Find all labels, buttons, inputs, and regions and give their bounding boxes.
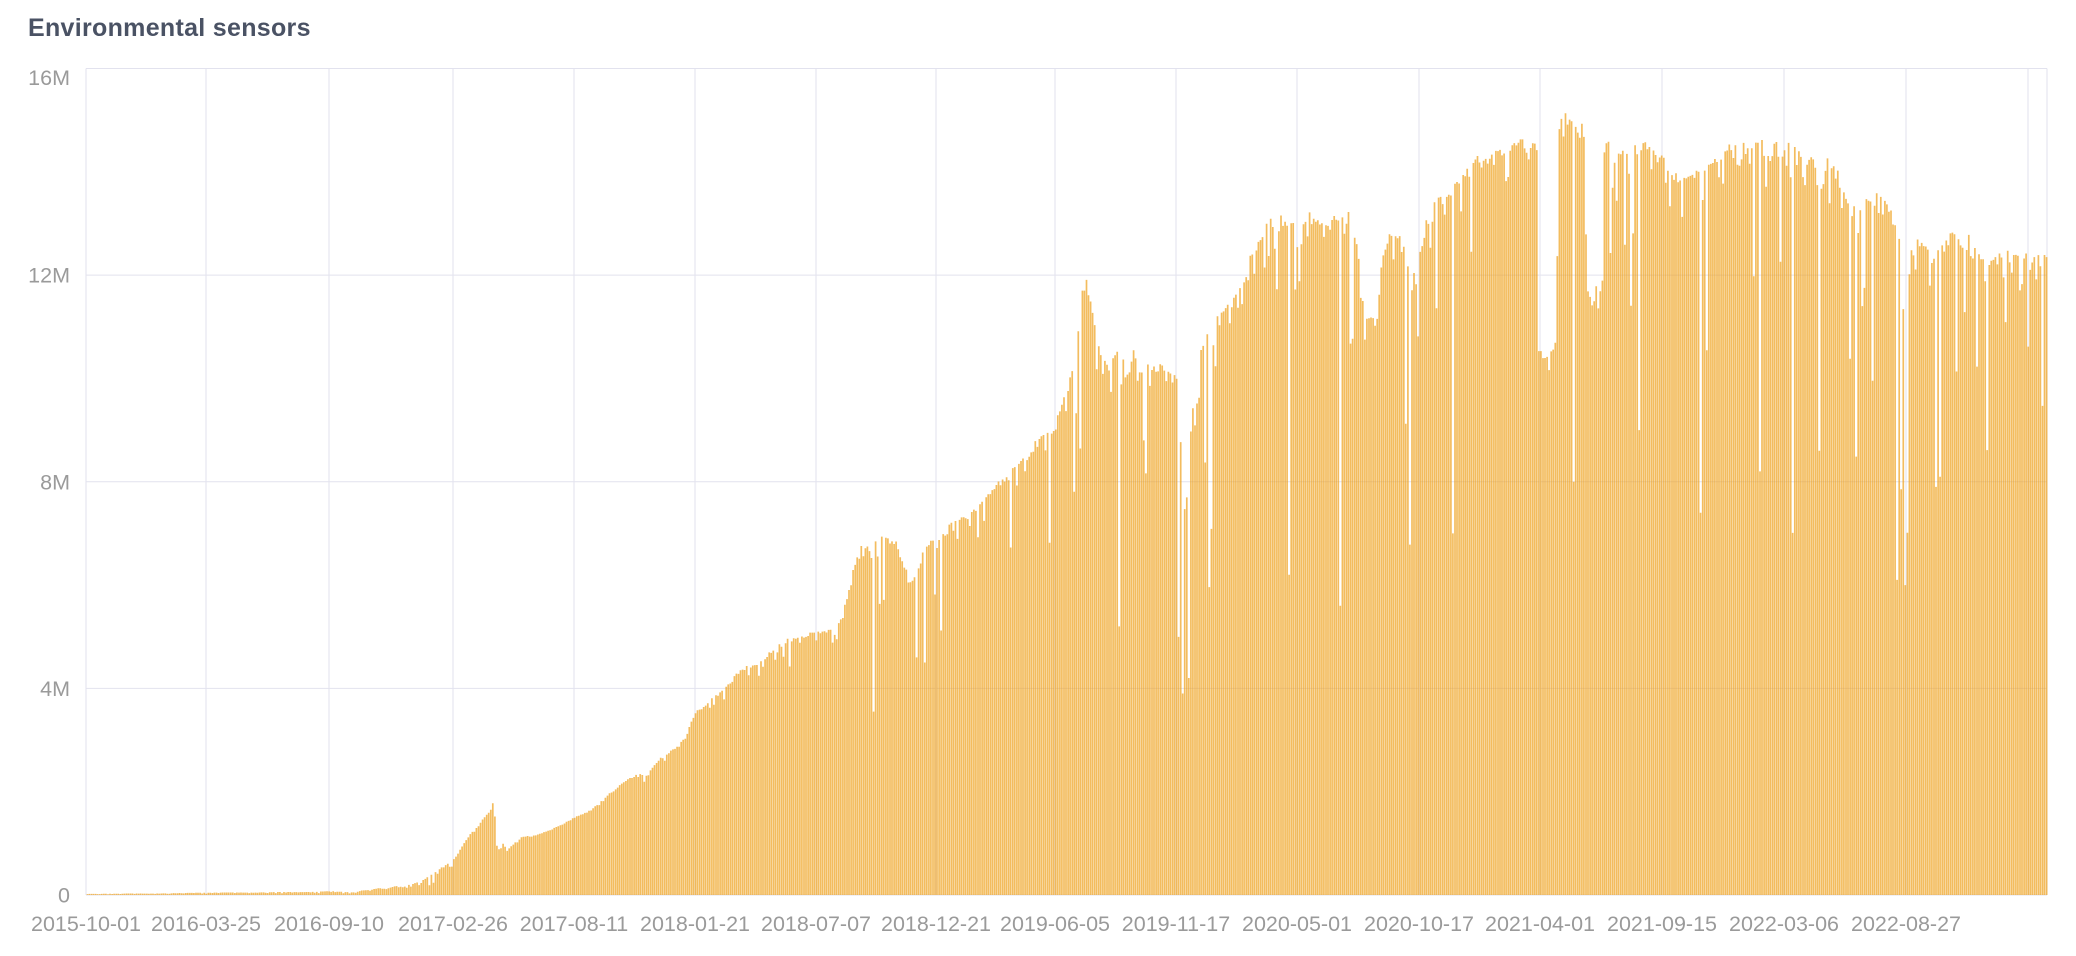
svg-text:4M: 4M <box>40 677 70 701</box>
svg-text:2018-01-21: 2018-01-21 <box>640 912 750 936</box>
svg-text:2022-08-27: 2022-08-27 <box>1851 912 1961 936</box>
svg-text:2020-10-17: 2020-10-17 <box>1364 912 1474 936</box>
svg-text:Environmental sensors: Environmental sensors <box>28 14 311 42</box>
svg-text:2017-08-11: 2017-08-11 <box>520 912 628 936</box>
svg-text:2018-12-21: 2018-12-21 <box>881 912 991 936</box>
svg-text:12M: 12M <box>28 264 70 288</box>
svg-text:2022-03-06: 2022-03-06 <box>1729 912 1839 936</box>
svg-text:2017-02-26: 2017-02-26 <box>398 912 508 936</box>
svg-text:8M: 8M <box>40 470 70 494</box>
svg-text:2021-04-01: 2021-04-01 <box>1485 912 1595 936</box>
svg-text:16M: 16M <box>28 66 70 90</box>
svg-text:2015-10-01: 2015-10-01 <box>31 912 141 936</box>
svg-text:2016-03-25: 2016-03-25 <box>151 912 261 936</box>
svg-text:2018-07-07: 2018-07-07 <box>761 912 871 936</box>
svg-text:2019-11-17: 2019-11-17 <box>1122 912 1230 936</box>
svg-text:2021-09-15: 2021-09-15 <box>1607 912 1717 936</box>
svg-text:0: 0 <box>58 884 70 908</box>
svg-text:2020-05-01: 2020-05-01 <box>1242 912 1352 936</box>
svg-text:2016-09-10: 2016-09-10 <box>274 912 384 936</box>
svg-text:2019-06-05: 2019-06-05 <box>1000 912 1110 936</box>
